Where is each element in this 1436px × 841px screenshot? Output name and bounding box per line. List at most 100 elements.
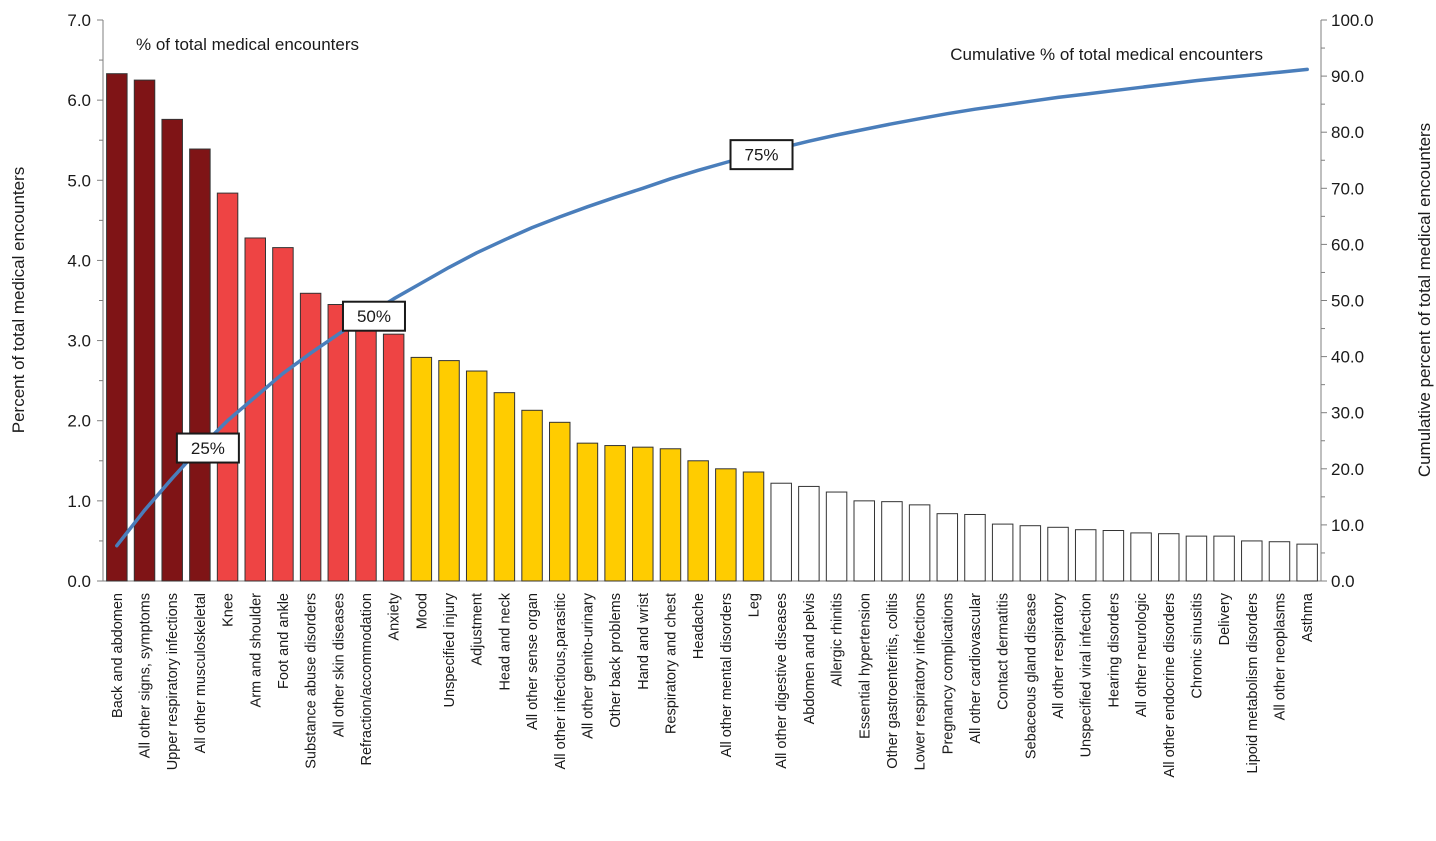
category-label: All other respiratory: [1051, 592, 1067, 718]
bar: [410, 356, 433, 582]
category-label: Leg: [747, 593, 763, 617]
cumulative-annotation: Cumulative % of total medical encounters: [950, 45, 1263, 64]
bar: [493, 392, 516, 582]
category-label: Hearing disorders: [1106, 593, 1122, 707]
category-label: Chronic sinusitis: [1189, 593, 1205, 699]
bar: [521, 409, 543, 582]
category-label: Other gastroenteritis, colitis: [885, 593, 901, 769]
marker-box: [729, 139, 794, 171]
bar: [1296, 543, 1318, 582]
bar: [798, 485, 820, 582]
left-tick-label: 6.0: [67, 91, 91, 110]
y-axis-title: Percent of total medical encounters: [9, 167, 28, 433]
bar: [853, 500, 875, 582]
bar: [1074, 529, 1097, 582]
category-label: Contact dermatitis: [996, 593, 1012, 710]
left-tick-label: 1.0: [67, 492, 91, 511]
category-label: All other signs, symptoms: [138, 593, 154, 758]
bar: [299, 292, 322, 582]
left-tick-label: 0.0: [67, 572, 91, 591]
category-label: Lipoid metabolism disorders: [1245, 593, 1261, 774]
category-label: Abdomen and pelvis: [802, 593, 818, 724]
right-tick-label: 80.0: [1331, 123, 1364, 142]
bar: [1185, 535, 1208, 582]
right-tick-label: 60.0: [1331, 235, 1364, 254]
category-label: All other sense organ: [525, 593, 541, 730]
category-label: Hand and wrist: [636, 593, 652, 690]
category-label: All other skin diseases: [331, 593, 347, 737]
category-label: Upper respiratory infections: [165, 593, 181, 770]
category-label: Sebaceous gland disease: [1023, 593, 1039, 759]
bar: [216, 192, 239, 582]
marker-label: 25%: [191, 439, 225, 458]
category-label: Allergic rhinitis: [830, 593, 846, 686]
bar: [1130, 532, 1152, 582]
bar: [465, 370, 488, 582]
bar: [106, 73, 128, 582]
category-label: All other genito-urinary: [580, 592, 596, 739]
bar: [1102, 530, 1125, 582]
bar: [549, 421, 571, 582]
category-label: Delivery: [1217, 592, 1233, 645]
bar: [715, 468, 737, 582]
marker-box: [341, 300, 406, 332]
category-label: Foot and ankle: [276, 593, 292, 689]
marker-label: 75%: [745, 146, 779, 165]
bar-series: [106, 73, 1318, 582]
bar: [687, 460, 709, 582]
bar: [576, 442, 599, 582]
category-label: Arm and shoulder: [248, 593, 264, 708]
bar: [1158, 533, 1180, 582]
right-tick-label: 10.0: [1331, 516, 1364, 535]
category-label: All other musculoskeletal: [193, 593, 209, 753]
category-label: Headache: [691, 593, 707, 659]
category-label: Unspecified injury: [442, 592, 458, 707]
category-label: All other cardiovascular: [968, 593, 984, 744]
category-label: Pregnancy complications: [940, 593, 956, 754]
bar: [936, 513, 959, 582]
bar: [770, 482, 792, 582]
category-label: Lower respiratory infections: [913, 593, 929, 770]
bar: [189, 148, 211, 582]
bar: [1019, 525, 1042, 582]
category-label: Other back problems: [608, 593, 624, 728]
bar: [964, 513, 986, 582]
category-label: Knee: [221, 593, 237, 627]
category-label: All other infectious,parasitic: [553, 593, 569, 770]
bar: [908, 504, 931, 582]
left-tick-label: 5.0: [67, 171, 91, 190]
bar: [355, 323, 377, 582]
category-label: Mood: [414, 593, 430, 629]
category-label: Anxiety: [387, 592, 403, 640]
bar: [881, 501, 903, 582]
bar: [1047, 526, 1069, 582]
category-label: Respiratory and chest: [663, 593, 679, 734]
category-label: All other mental disorders: [719, 593, 735, 757]
category-label: Adjustment: [470, 593, 486, 666]
category-label: Refraction/accommodation: [359, 593, 375, 765]
category-label: All other neoplasms: [1272, 593, 1288, 720]
marker-box: [175, 432, 240, 464]
bar: [438, 360, 460, 582]
right-tick-label: 90.0: [1331, 67, 1364, 86]
bar: [632, 446, 654, 582]
bar: [1213, 535, 1235, 582]
right-tick-label: 100.0: [1331, 11, 1374, 30]
bar: [133, 79, 156, 582]
bar: [382, 333, 405, 582]
left-axis-ticks: 0.0 1.0 2.0 3.0 4.0 5.0 6.0 7.0: [67, 11, 103, 591]
right-axis-ticks: 0.0 10.0 20.0 30.0 40.0 50.0 60.0 70.0 80.0 90.0 1…: [1321, 11, 1374, 591]
category-label: All other neurologic: [1134, 593, 1150, 717]
left-tick-label: 2.0: [67, 412, 91, 431]
bar: [825, 491, 848, 582]
cumulative-markers: 25% 50% 75%: [175, 139, 794, 464]
cumulative-line: [115, 67, 1309, 548]
category-label: Head and neck: [497, 592, 513, 690]
right-tick-label: 50.0: [1331, 292, 1364, 311]
bars-annotation: % of total medical encounters: [136, 35, 359, 54]
bar: [659, 448, 682, 582]
bar: [604, 445, 626, 582]
bar: [161, 118, 183, 582]
right-tick-label: 40.0: [1331, 348, 1364, 367]
